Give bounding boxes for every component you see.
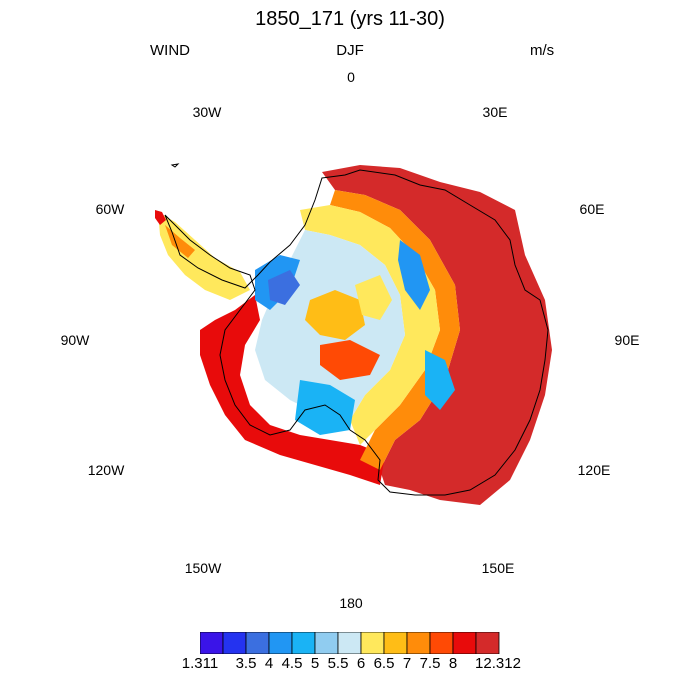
colorbar-label-11: 12.312 — [475, 655, 521, 672]
colorbar-label-8: 7 — [402, 655, 412, 672]
lon-label-120w: 120W — [87, 462, 125, 478]
colorbar-swatch — [314, 632, 339, 654]
plot-title: 1850_171 (yrs 11-30) — [255, 8, 445, 30]
variable-label: WIND — [150, 42, 190, 59]
colorbar-label-5: 5.5 — [327, 655, 349, 672]
coastline-main — [164, 169, 549, 496]
colorbar-label-6: 6 — [356, 655, 366, 672]
colorbar-label-1: 3.5 — [235, 655, 257, 672]
lon-label-60w: 60W — [95, 201, 125, 217]
colorbar-label-10: 8 — [448, 655, 458, 672]
colorbar-swatch — [383, 632, 408, 654]
colorbar-swatch — [200, 632, 224, 654]
colorbar-label-2: 4 — [264, 655, 274, 672]
lon-label-150w: 150W — [184, 560, 222, 576]
colorbar-swatch — [452, 632, 477, 654]
field-orange-center — [305, 290, 365, 340]
coastline — [164, 163, 549, 496]
field-blue-3 — [295, 380, 355, 435]
field-yellow-center — [355, 275, 392, 320]
lon-label-180: 180 — [339, 595, 363, 611]
colorbar-label-4: 5 — [310, 655, 320, 672]
colorbar-swatch — [406, 632, 431, 654]
lon-label-90e: 90E — [614, 332, 640, 348]
field-high-outer — [322, 165, 552, 505]
field-blue-5 — [425, 350, 455, 410]
colorbar-swatch — [291, 632, 316, 654]
coastline-island — [170, 163, 180, 168]
colorbar-swatch — [337, 632, 362, 654]
lon-label-60e: 60E — [579, 201, 605, 217]
colorbar-label-3: 4.5 — [281, 655, 303, 672]
colorbar-swatch — [475, 632, 500, 654]
field-peninsula-red — [155, 210, 166, 225]
season-label: DJF — [336, 42, 364, 59]
colorbar — [200, 632, 500, 654]
colorbar-label-0: 1.311 — [181, 655, 219, 672]
wind-field — [155, 165, 552, 505]
lon-label-30w: 30W — [192, 104, 222, 120]
field-blue-2 — [268, 270, 300, 305]
colorbar-label-9: 7.5 — [419, 655, 441, 672]
field-orange-east — [330, 190, 460, 470]
field-red-west — [200, 295, 385, 485]
colorbar-swatch — [429, 632, 454, 654]
field-blue-4 — [398, 240, 430, 310]
colorbar-swatch — [245, 632, 270, 654]
lon-label-120e: 120E — [577, 462, 611, 478]
lon-label-150e: 150E — [481, 560, 515, 576]
lon-label-90w: 90W — [60, 332, 90, 348]
colorbar-swatch — [360, 632, 385, 654]
units-label: m/s — [530, 42, 555, 59]
field-red-center — [320, 340, 380, 380]
field-peninsula-yellow — [158, 212, 250, 300]
lon-label-30e: 30E — [482, 104, 508, 120]
colorbar-swatch — [222, 632, 247, 654]
colorbar-label-7: 6.5 — [373, 655, 395, 672]
colorbar-swatch — [268, 632, 293, 654]
lon-label-0: 0 — [347, 69, 355, 85]
